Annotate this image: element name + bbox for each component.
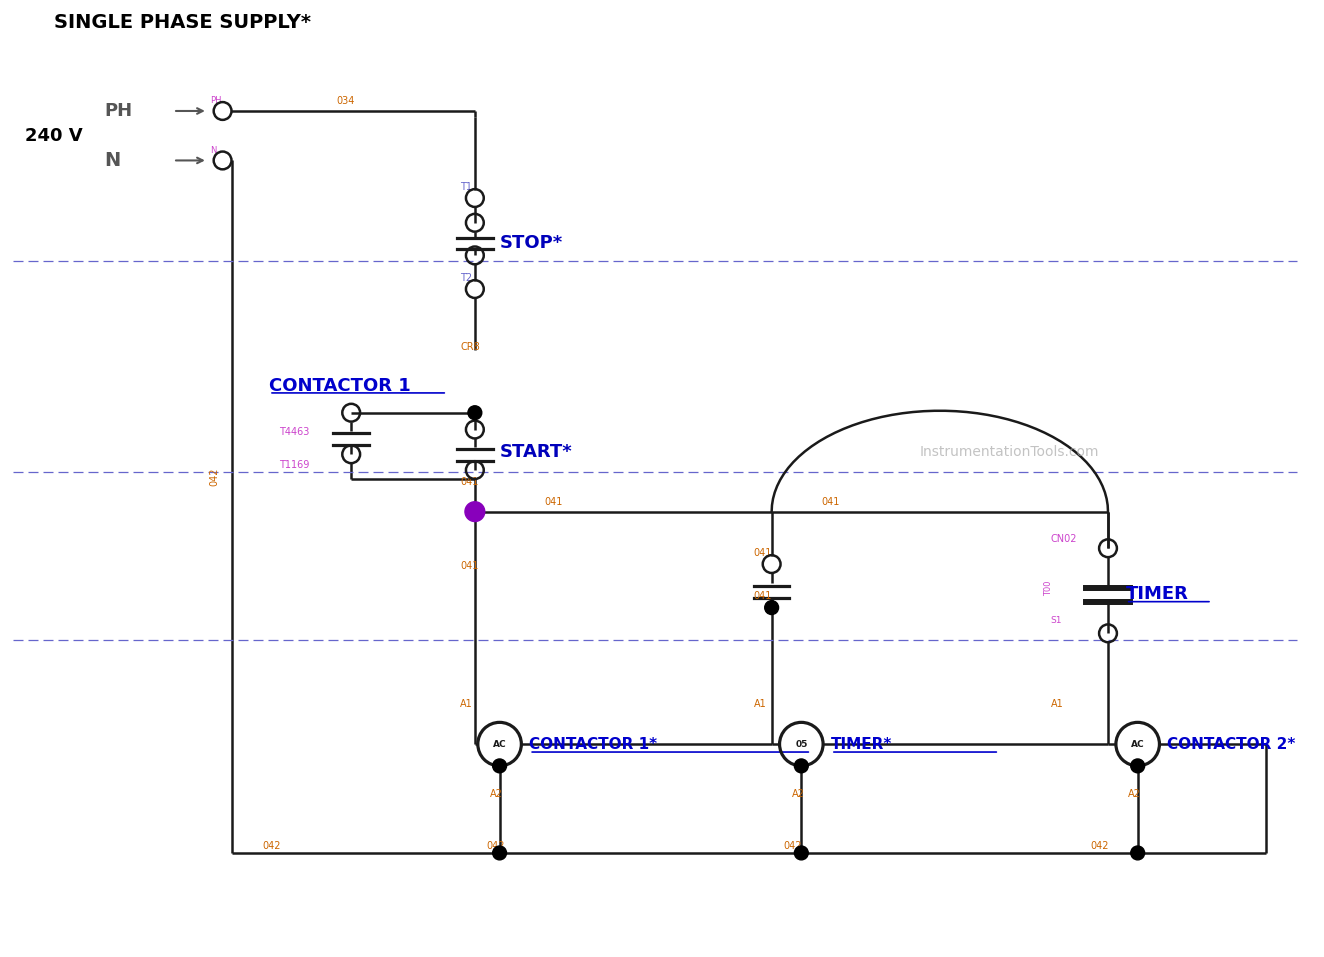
Text: STOP*: STOP* xyxy=(499,234,563,252)
Text: A2: A2 xyxy=(1128,789,1141,799)
Text: T00: T00 xyxy=(1043,580,1053,595)
Text: A1: A1 xyxy=(1051,700,1063,709)
Text: T4463: T4463 xyxy=(279,428,310,437)
Text: SINGLE PHASE SUPPLY*: SINGLE PHASE SUPPLY* xyxy=(54,12,311,32)
Text: CONTACTOR 1*: CONTACTOR 1* xyxy=(530,737,658,751)
Text: 041: 041 xyxy=(753,590,772,601)
Text: CONTACTOR 2*: CONTACTOR 2* xyxy=(1168,737,1296,751)
Text: 041: 041 xyxy=(821,497,839,506)
Text: AC: AC xyxy=(493,740,506,748)
Text: 041: 041 xyxy=(459,477,478,487)
Text: InstrumentationTools.com: InstrumentationTools.com xyxy=(920,445,1099,459)
Text: T1: T1 xyxy=(459,182,473,192)
Text: CN02: CN02 xyxy=(1051,534,1078,545)
Text: AC: AC xyxy=(1131,740,1144,748)
Circle shape xyxy=(465,501,485,522)
Text: N: N xyxy=(103,151,120,170)
Text: 034: 034 xyxy=(336,96,355,106)
Text: 041: 041 xyxy=(544,497,563,506)
Circle shape xyxy=(794,759,808,773)
Text: CONTACTOR 1: CONTACTOR 1 xyxy=(269,377,410,395)
Text: 042: 042 xyxy=(262,841,281,851)
Circle shape xyxy=(493,846,507,860)
Text: A1: A1 xyxy=(753,700,767,709)
Text: 042: 042 xyxy=(784,841,802,851)
Text: 042: 042 xyxy=(1090,841,1108,851)
Text: A2: A2 xyxy=(792,789,804,799)
Text: CR8: CR8 xyxy=(459,343,479,352)
Circle shape xyxy=(493,759,507,773)
Text: N: N xyxy=(209,145,216,154)
Text: T2: T2 xyxy=(459,273,473,283)
Text: S1: S1 xyxy=(1051,616,1062,625)
Text: 05: 05 xyxy=(796,740,808,748)
Text: A2: A2 xyxy=(490,789,503,799)
Circle shape xyxy=(1131,846,1145,860)
Text: TIMER*: TIMER* xyxy=(831,737,892,751)
Text: TIMER: TIMER xyxy=(1125,585,1189,603)
Text: A1: A1 xyxy=(459,700,473,709)
Circle shape xyxy=(794,846,808,860)
Text: T1169: T1169 xyxy=(279,460,310,470)
Text: PH: PH xyxy=(103,102,132,120)
Text: 041: 041 xyxy=(753,548,772,558)
Text: 041: 041 xyxy=(459,561,478,571)
Circle shape xyxy=(1131,759,1145,773)
Text: 042: 042 xyxy=(209,468,220,486)
Circle shape xyxy=(765,601,779,614)
Text: START*: START* xyxy=(499,443,572,461)
Text: PH: PH xyxy=(209,96,221,105)
Text: 042: 042 xyxy=(487,841,506,851)
Text: 240 V: 240 V xyxy=(25,126,82,145)
Circle shape xyxy=(467,406,482,419)
